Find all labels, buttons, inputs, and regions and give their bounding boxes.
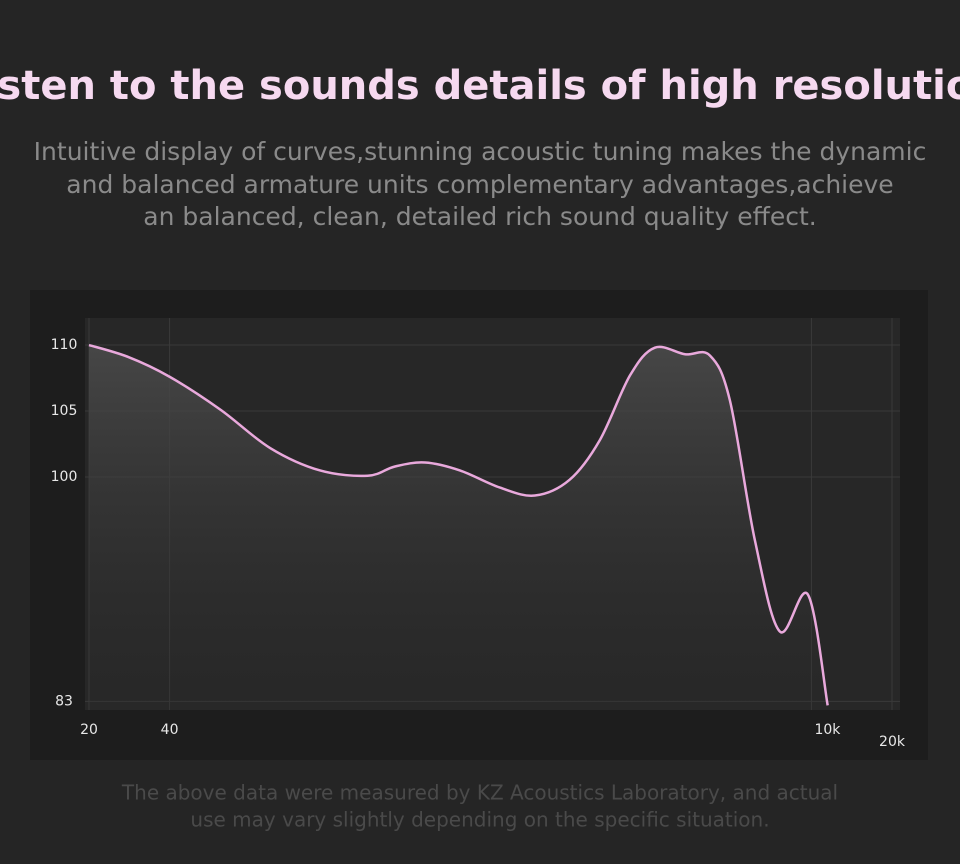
- y-tick-label: 83: [55, 693, 73, 709]
- response-line: [88, 343, 829, 706]
- description-line: and balanced armature units complementar…: [66, 170, 893, 199]
- y-tick-label: 100: [51, 469, 78, 485]
- footnote-line: use may vary slightly depending on the s…: [190, 808, 769, 832]
- area-fill: [89, 345, 828, 710]
- title: Listen to the sounds details of high res…: [0, 63, 960, 109]
- description-line: an balanced, clean, detailed rich sound …: [143, 202, 816, 231]
- x-tick-label: 20: [80, 722, 98, 738]
- x-tick-label: 10k: [814, 722, 841, 738]
- y-tick-label: 105: [51, 403, 78, 419]
- y-tick-label: 110: [51, 337, 78, 353]
- x-tick-label: 20k: [879, 734, 906, 750]
- x-tick-label: 40: [161, 722, 179, 738]
- description-line: Intuitive display of curves,stunning aco…: [34, 137, 927, 166]
- footnote-line: The above data were measured by KZ Acous…: [121, 781, 838, 805]
